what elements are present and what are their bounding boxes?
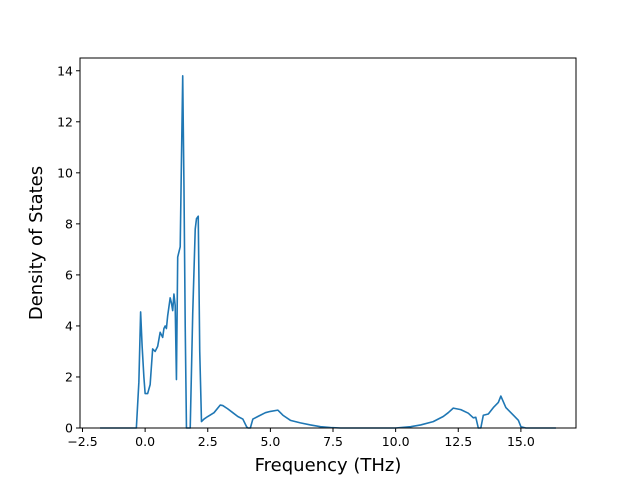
x-tick-label: 5.0 xyxy=(260,434,280,449)
y-tick-label: 14 xyxy=(57,63,73,78)
dos-series-line xyxy=(100,75,556,429)
plot-background xyxy=(80,58,576,428)
x-tick-label: 10.0 xyxy=(382,434,410,449)
x-tick-label: −2.5 xyxy=(67,434,97,449)
y-axis-title: Density of States xyxy=(26,166,47,320)
y-tick-label: 2 xyxy=(65,369,73,384)
y-tick-label: 0 xyxy=(65,421,73,436)
y-axis-ticks: 0 2 4 6 8 10 12 14 xyxy=(57,63,80,436)
y-tick-label: 4 xyxy=(65,318,73,333)
y-tick-label: 6 xyxy=(65,267,73,282)
y-tick-label: 10 xyxy=(57,165,73,180)
x-axis-title: Frequency (THz) xyxy=(255,455,402,476)
plot-frame xyxy=(79,57,577,429)
x-tick-label: 0.0 xyxy=(135,434,155,449)
x-axis-ticks: −2.5 0.0 2.5 5.0 7.5 10.0 12.5 15.0 xyxy=(67,428,535,449)
x-tick-label: 2.5 xyxy=(198,434,218,449)
x-tick-label: 12.5 xyxy=(444,434,472,449)
x-tick-label: 7.5 xyxy=(323,434,343,449)
y-tick-label: 12 xyxy=(57,114,73,129)
x-tick-label: 15.0 xyxy=(507,434,535,449)
y-tick-label: 8 xyxy=(65,216,73,231)
